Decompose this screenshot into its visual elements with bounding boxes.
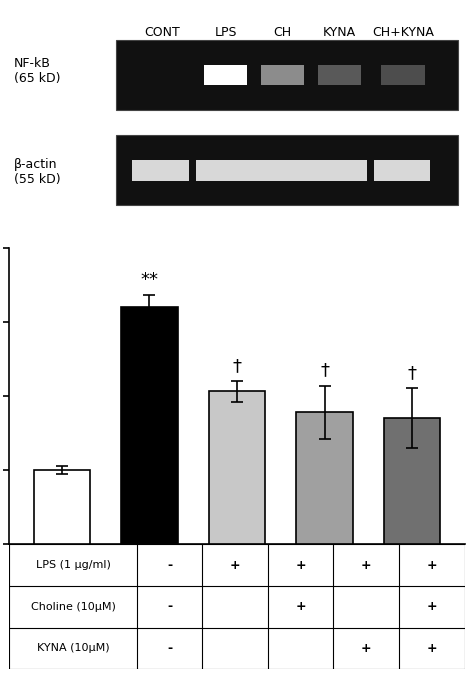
Text: -: -: [167, 600, 172, 613]
Bar: [117, 135, 458, 206]
Text: +: +: [427, 642, 437, 655]
Text: +: +: [230, 559, 240, 572]
Text: KYNA (10μM): KYNA (10μM): [37, 643, 109, 654]
Text: +: +: [295, 559, 306, 572]
Bar: [296, 413, 353, 544]
Bar: [34, 470, 91, 544]
Bar: [374, 160, 430, 181]
Bar: [253, 160, 310, 181]
Bar: [310, 160, 367, 181]
Text: †: †: [408, 365, 417, 382]
Text: +: +: [427, 600, 437, 613]
Text: +: +: [427, 559, 437, 572]
Text: †: †: [233, 357, 241, 375]
Text: CH+KYNA: CH+KYNA: [372, 27, 434, 40]
Bar: [117, 40, 458, 110]
Text: CONT: CONT: [144, 27, 180, 40]
Text: CH: CH: [273, 27, 292, 40]
Bar: [196, 160, 253, 181]
Text: LPS (1 μg/ml): LPS (1 μg/ml): [36, 560, 110, 570]
Text: -: -: [167, 642, 172, 655]
Bar: [121, 307, 178, 544]
Text: +: +: [361, 559, 372, 572]
Bar: [209, 391, 265, 544]
Text: Choline (10μM): Choline (10μM): [31, 602, 116, 612]
Bar: [132, 160, 189, 181]
Bar: [382, 66, 425, 85]
Bar: [383, 418, 440, 544]
Bar: [204, 66, 247, 85]
Text: KYNA: KYNA: [323, 27, 356, 40]
Text: +: +: [295, 600, 306, 613]
Text: LPS: LPS: [214, 27, 237, 40]
Text: +: +: [361, 642, 372, 655]
Bar: [261, 66, 304, 85]
Text: -: -: [167, 559, 172, 572]
Text: **: **: [140, 271, 158, 289]
Text: †: †: [320, 361, 329, 380]
Text: β-actin
(55 kD): β-actin (55 kD): [14, 158, 61, 186]
Text: NF-kB
(65 kD): NF-kB (65 kD): [14, 57, 61, 85]
Bar: [318, 66, 361, 85]
